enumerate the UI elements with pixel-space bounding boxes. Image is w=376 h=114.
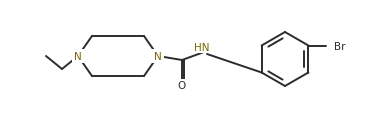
Text: N: N <box>74 52 82 61</box>
Text: Br: Br <box>334 41 346 51</box>
Text: N: N <box>154 52 162 61</box>
Text: O: O <box>178 80 186 90</box>
Text: HN: HN <box>194 43 210 53</box>
